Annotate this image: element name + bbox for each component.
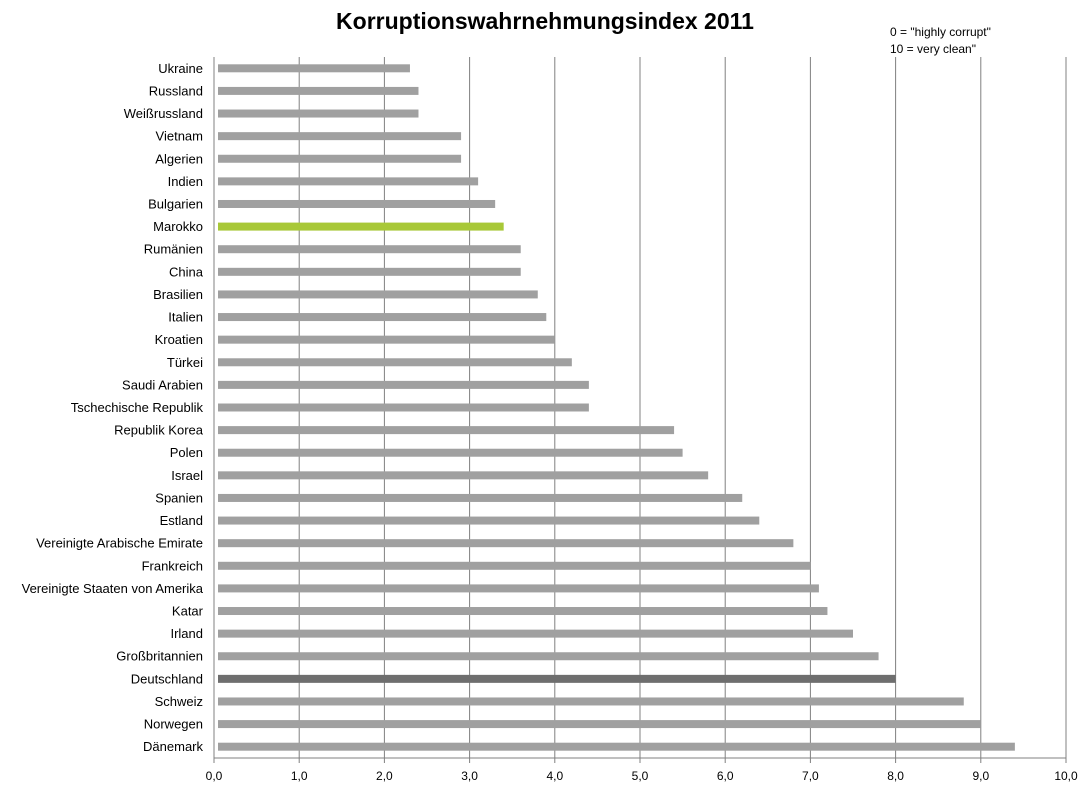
category-label: Marokko bbox=[153, 219, 203, 234]
bar-republik-korea bbox=[218, 426, 675, 435]
tick-labels: 0,0 1,0 2,0 3,0 4,0 5,0 6,0 7,0 8,0 9,0 10,0 bbox=[206, 769, 1078, 783]
x-tick-label: 8,0 bbox=[887, 769, 904, 783]
category-label: Vereinigte Staaten von Amerika bbox=[22, 581, 204, 596]
bar-türkei bbox=[218, 358, 572, 367]
category-label: Dänemark bbox=[143, 739, 203, 754]
category-label: China bbox=[169, 264, 204, 279]
bar-israel bbox=[218, 471, 709, 480]
category-label: Kroatien bbox=[155, 332, 203, 347]
category-label: Rumänien bbox=[144, 242, 203, 257]
category-label: Vereinigte Arabische Emirate bbox=[36, 536, 203, 551]
x-tick-label: 10,0 bbox=[1054, 769, 1078, 783]
x-tick-label: 0,0 bbox=[206, 769, 223, 783]
bar-vereinigte-arabische-emirate bbox=[218, 539, 794, 548]
scale-note-high: 10 = very clean" bbox=[890, 42, 976, 56]
x-tick-label: 6,0 bbox=[717, 769, 734, 783]
x-tick-label: 3,0 bbox=[461, 769, 478, 783]
bar-katar bbox=[218, 607, 828, 616]
category-label: Spanien bbox=[155, 490, 203, 505]
category-label: Frankreich bbox=[142, 558, 203, 573]
chart-title: Korruptionswahrnehmungsindex 2011 bbox=[336, 8, 754, 34]
category-label: Ukraine bbox=[158, 61, 203, 76]
bar-spanien bbox=[218, 493, 743, 502]
bar-tschechische-republik bbox=[218, 403, 589, 412]
x-tick-label: 1,0 bbox=[291, 769, 308, 783]
bar-frankreich bbox=[218, 561, 811, 570]
x-tick-label: 7,0 bbox=[802, 769, 819, 783]
category-label: Türkei bbox=[167, 355, 203, 370]
category-label: Brasilien bbox=[153, 287, 203, 302]
category-label: Großbritannien bbox=[116, 649, 203, 664]
category-label: Vietnam bbox=[156, 129, 203, 144]
bar-italien bbox=[218, 313, 547, 322]
x-tick-label: 2,0 bbox=[376, 769, 393, 783]
category-label: Saudi Arabien bbox=[122, 377, 203, 392]
bar-weißrussland bbox=[218, 109, 419, 118]
bar-vereinigte-staaten-von-amerika bbox=[218, 584, 819, 593]
category-label: Tschechische Republik bbox=[71, 400, 204, 415]
bar-brasilien bbox=[218, 290, 538, 299]
bar-schweiz bbox=[218, 697, 964, 706]
category-label: Katar bbox=[172, 604, 204, 619]
category-label: Irland bbox=[170, 626, 203, 641]
bar-ukraine bbox=[218, 64, 410, 73]
category-labels: Ukraine Russland Weißrussland Vietnam Algeri… bbox=[22, 61, 204, 754]
scale-note-low: 0 = "highly corrupt" bbox=[890, 25, 991, 39]
bar-dänemark bbox=[218, 742, 1015, 751]
bar-saudi-arabien bbox=[218, 380, 589, 389]
category-label: Estland bbox=[160, 513, 203, 528]
bar-vietnam bbox=[218, 132, 462, 141]
bar-china bbox=[218, 267, 521, 276]
bar-rumänien bbox=[218, 245, 521, 254]
axes bbox=[213, 57, 1067, 763]
category-label: Norwegen bbox=[144, 717, 203, 732]
category-label: Italien bbox=[168, 310, 203, 325]
category-label: Polen bbox=[170, 445, 203, 460]
category-label: Republik Korea bbox=[114, 423, 204, 438]
category-label: Schweiz bbox=[155, 694, 203, 709]
category-label: Russland bbox=[149, 83, 203, 98]
category-label: Deutschland bbox=[131, 671, 203, 686]
category-label: Israel bbox=[171, 468, 203, 483]
x-tick-label: 9,0 bbox=[972, 769, 989, 783]
bar-bulgarien bbox=[218, 199, 496, 208]
x-tick-label: 4,0 bbox=[546, 769, 563, 783]
bar-großbritannien bbox=[218, 652, 879, 661]
bar-polen bbox=[218, 448, 683, 457]
bar-russland bbox=[218, 86, 419, 95]
bar-kroatien bbox=[218, 335, 555, 344]
bar-algerien bbox=[218, 154, 462, 163]
category-label: Algerien bbox=[155, 151, 203, 166]
bar-marokko bbox=[218, 222, 504, 231]
x-tick-label: 5,0 bbox=[632, 769, 649, 783]
bar-irland bbox=[218, 629, 853, 638]
category-label: Indien bbox=[168, 174, 203, 189]
category-label: Bulgarien bbox=[148, 196, 203, 211]
category-label: Weißrussland bbox=[124, 106, 203, 121]
bar-indien bbox=[218, 177, 479, 186]
bar-deutschland bbox=[218, 674, 896, 683]
bar-norwegen bbox=[218, 720, 981, 729]
bar-estland bbox=[218, 516, 760, 525]
bars bbox=[218, 64, 1015, 751]
